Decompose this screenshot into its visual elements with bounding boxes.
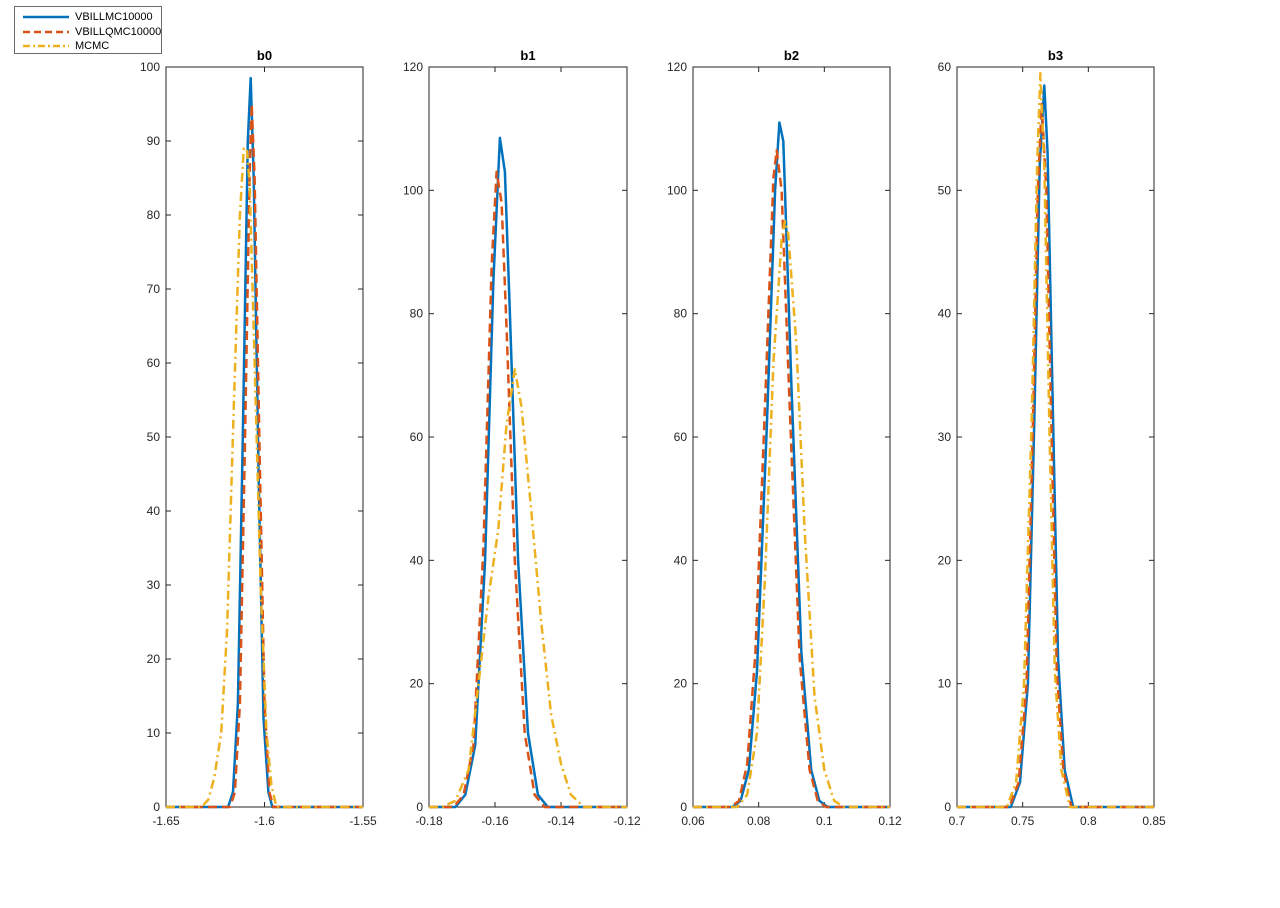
series-line-mcmc — [166, 147, 363, 809]
axes-frame-b3 — [956, 66, 1155, 808]
x-tick-label: -0.12 — [613, 814, 641, 828]
y-tick-label: 60 — [938, 60, 952, 74]
y-tick-label: 20 — [674, 677, 688, 691]
chart-title: b0 — [257, 48, 272, 63]
x-tick-label: -0.16 — [481, 814, 509, 828]
series-line-mcmc — [429, 367, 627, 809]
x-tick-label: -0.18 — [415, 814, 443, 828]
x-tick-label: 0.06 — [681, 814, 705, 828]
x-tick-label: -1.65 — [152, 814, 180, 828]
series-line-vbillmc10000 — [957, 84, 1154, 809]
y-tick-label: 80 — [410, 307, 424, 321]
y-tick-label: 100 — [667, 183, 687, 197]
x-tick-label: 0.8 — [1080, 814, 1097, 828]
x-tick-label: 0.75 — [1011, 814, 1035, 828]
y-tick-label: 60 — [147, 356, 161, 370]
y-tick-label: 40 — [147, 504, 161, 518]
y-tick-label: 0 — [944, 800, 951, 814]
y-tick-label: 40 — [410, 553, 424, 567]
x-tick-label: 0.7 — [949, 814, 966, 828]
y-tick-label: 50 — [938, 183, 952, 197]
x-tick-label: 0.85 — [1142, 814, 1166, 828]
x-tick-label: 0.12 — [878, 814, 902, 828]
chart-title: b2 — [784, 48, 799, 63]
y-tick-label: 40 — [674, 553, 688, 567]
axes-frame-b1 — [428, 66, 628, 808]
legend-line-dashed-icon — [23, 30, 69, 34]
chart-title: b3 — [1048, 48, 1063, 63]
y-tick-label: 10 — [938, 677, 952, 691]
y-tick-label: 30 — [938, 430, 952, 444]
y-tick-label: 0 — [153, 800, 160, 814]
legend-line-dashdot-icon — [23, 44, 69, 48]
x-tick-label: -1.55 — [349, 814, 377, 828]
y-tick-label: 30 — [147, 578, 161, 592]
y-tick-label: 20 — [147, 652, 161, 666]
legend-entry-vbillqmc: VBILLQMC10000 — [21, 25, 161, 39]
legend-label: MCMC — [75, 40, 110, 52]
y-tick-label: 0 — [680, 800, 687, 814]
x-tick-label: 0.1 — [816, 814, 833, 828]
series-line-vbillmc10000 — [429, 136, 627, 809]
series-line-mcmc — [957, 71, 1154, 809]
legend-entry-mcmc: MCMC — [21, 39, 109, 53]
chart-title: b1 — [520, 48, 535, 63]
y-tick-label: 120 — [667, 60, 687, 74]
y-tick-label: 80 — [147, 208, 161, 222]
series-line-vbillqmc10000 — [166, 102, 363, 809]
y-tick-label: 80 — [674, 307, 688, 321]
x-tick-label: 0.08 — [747, 814, 771, 828]
series-line-vbillqmc10000 — [693, 149, 890, 809]
x-tick-label: -1.6 — [254, 814, 275, 828]
y-tick-label: 40 — [938, 307, 952, 321]
series-line-vbillqmc10000 — [429, 170, 627, 809]
legend: VBILLMC10000 VBILLQMC10000 MCMC — [14, 6, 162, 54]
legend-label: VBILLMC10000 — [75, 11, 153, 23]
y-tick-label: 50 — [147, 430, 161, 444]
legend-entry-vbillmc: VBILLMC10000 — [21, 10, 153, 24]
y-tick-label: 10 — [147, 726, 161, 740]
series-line-vbillmc10000 — [693, 121, 890, 809]
y-tick-label: 90 — [147, 134, 161, 148]
y-tick-label: 0 — [416, 800, 423, 814]
x-tick-label: -0.14 — [547, 814, 575, 828]
y-tick-label: 120 — [403, 60, 423, 74]
y-tick-label: 70 — [147, 282, 161, 296]
y-tick-label: 100 — [403, 183, 423, 197]
y-tick-label: 100 — [140, 60, 160, 74]
y-tick-label: 60 — [674, 430, 688, 444]
y-tick-label: 20 — [938, 553, 952, 567]
legend-label: VBILLQMC10000 — [75, 26, 162, 38]
legend-line-solid-icon — [23, 15, 69, 19]
series-line-mcmc — [693, 219, 890, 809]
y-tick-label: 20 — [410, 677, 424, 691]
series-line-vbillqmc10000 — [957, 102, 1154, 809]
y-tick-label: 60 — [410, 430, 424, 444]
